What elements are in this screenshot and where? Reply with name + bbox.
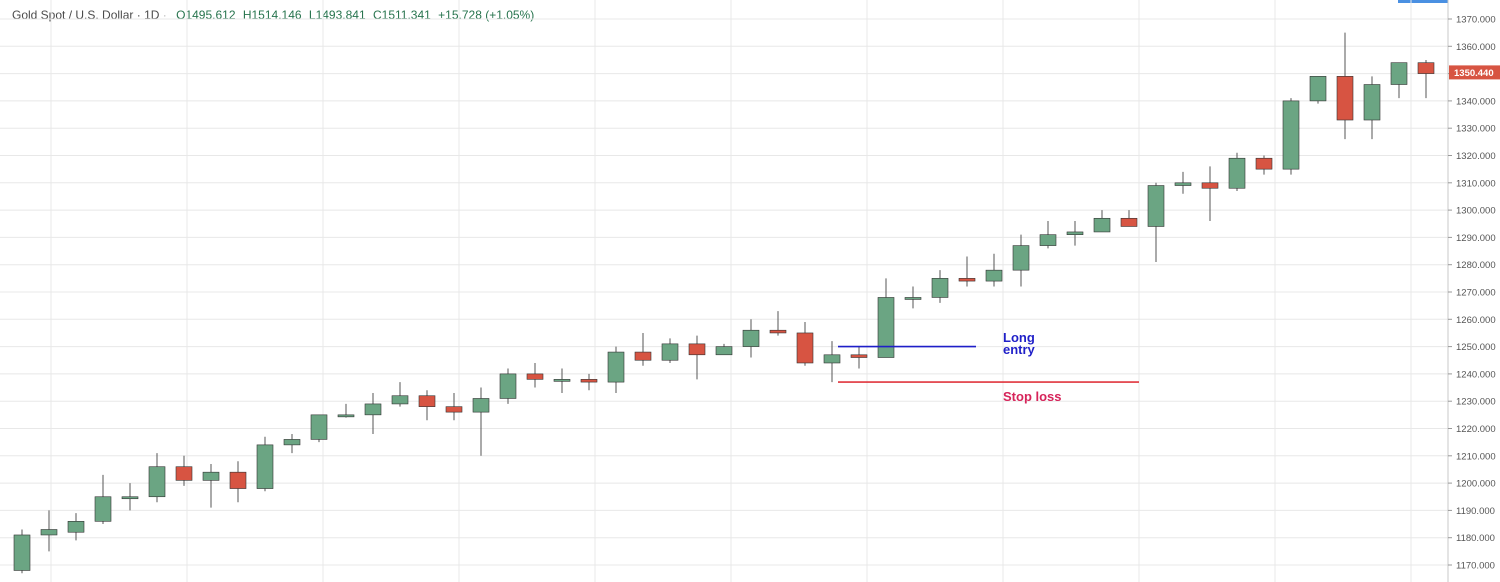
candle-down bbox=[1255, 157, 1273, 170]
candle-down bbox=[418, 395, 436, 407]
candle-up bbox=[1012, 245, 1030, 271]
candle-up bbox=[661, 343, 679, 361]
candle-up bbox=[742, 329, 760, 347]
price-tick-label: 1170.000 bbox=[1456, 561, 1495, 572]
candle-down bbox=[445, 406, 463, 413]
price-tick-label: 1250.000 bbox=[1456, 342, 1496, 353]
candle-down bbox=[1417, 62, 1435, 74]
candles bbox=[13, 32, 1435, 574]
price-tick-label: 1180.000 bbox=[1456, 533, 1495, 544]
header-dot: · bbox=[162, 8, 167, 22]
candle-up bbox=[1390, 62, 1408, 85]
price-tick-label: 1240.000 bbox=[1456, 369, 1496, 380]
header-separator: · bbox=[136, 8, 141, 22]
long-entry-label-line2: entry bbox=[1003, 342, 1036, 357]
candle-up bbox=[1174, 182, 1192, 186]
price-tick-label: 1360.000 bbox=[1456, 42, 1496, 53]
price-tick-label: 1290.000 bbox=[1456, 233, 1496, 244]
price-axis[interactable]: 1170.000 1180.000 1190.000 1200.000 1210.000… bbox=[1447, 0, 1500, 582]
candle-up bbox=[94, 496, 112, 522]
price-tick-label: 1220.000 bbox=[1456, 424, 1496, 435]
candle-down bbox=[1120, 217, 1138, 227]
grid-lines bbox=[0, 0, 1448, 582]
candle-up bbox=[931, 278, 949, 298]
candle-down bbox=[796, 332, 814, 364]
candle-up bbox=[283, 439, 301, 446]
candle-down bbox=[1201, 182, 1219, 189]
candle-up bbox=[1093, 217, 1111, 233]
candle-up bbox=[67, 521, 85, 533]
candle-up bbox=[823, 354, 841, 364]
candle-up bbox=[904, 297, 922, 300]
price-tick-label: 1230.000 bbox=[1456, 397, 1496, 408]
candle-down bbox=[850, 354, 868, 358]
long-entry-label-line1: Long bbox=[1003, 330, 1035, 345]
candle-up bbox=[499, 373, 517, 399]
candle-up bbox=[256, 444, 274, 489]
candle-up bbox=[40, 529, 58, 536]
candle-up bbox=[364, 403, 382, 416]
candle-up bbox=[202, 471, 220, 481]
candle-up bbox=[1147, 185, 1165, 227]
candle-up bbox=[13, 534, 31, 571]
price-tick-label: 1340.000 bbox=[1456, 96, 1496, 107]
candle-up bbox=[877, 297, 895, 358]
candle-down bbox=[1336, 76, 1354, 121]
candle-up bbox=[1228, 157, 1246, 189]
stop-loss-label: Stop loss bbox=[1003, 389, 1062, 404]
candle-up bbox=[391, 395, 409, 405]
price-tick-label: 1210.000 bbox=[1456, 451, 1496, 462]
candle-down bbox=[958, 278, 976, 282]
candle-up bbox=[1039, 234, 1057, 246]
candle-up bbox=[715, 346, 733, 356]
candle-down bbox=[526, 373, 544, 380]
price-tick-label: 1270.000 bbox=[1456, 288, 1496, 299]
candle-up bbox=[337, 414, 355, 418]
candle-up bbox=[310, 414, 328, 440]
candle-down bbox=[229, 471, 247, 489]
last-price-tag[interactable] bbox=[1449, 65, 1500, 80]
candle-up bbox=[1309, 76, 1327, 102]
price-tick-label: 1200.000 bbox=[1456, 479, 1496, 490]
candle-down bbox=[175, 466, 193, 481]
candle-up bbox=[607, 351, 625, 383]
candle-up bbox=[553, 379, 571, 382]
price-tick-label: 1330.000 bbox=[1456, 124, 1496, 135]
candle-down bbox=[634, 351, 652, 361]
price-tick-label: 1370.000 bbox=[1456, 15, 1496, 26]
candle-up bbox=[1363, 84, 1381, 121]
candle-up bbox=[1282, 100, 1300, 170]
candle-up bbox=[121, 496, 139, 500]
candle-up bbox=[148, 466, 166, 498]
candle-down bbox=[688, 343, 706, 356]
price-tick-label: 1320.000 bbox=[1456, 151, 1496, 162]
price-axis-background bbox=[1448, 0, 1500, 582]
candle-down bbox=[769, 329, 787, 334]
top-accent-bar bbox=[1398, 0, 1454, 3]
candle-down bbox=[580, 379, 598, 383]
candle-up bbox=[985, 269, 1003, 282]
price-tick-label: 1190.000 bbox=[1456, 506, 1495, 517]
price-tick-label: 1310.000 bbox=[1456, 178, 1496, 189]
last-price-label: 1350.440 bbox=[1454, 68, 1494, 79]
candle-up bbox=[472, 398, 490, 413]
price-tick-label: 1260.000 bbox=[1456, 315, 1496, 326]
candle-up bbox=[1066, 231, 1084, 235]
price-tick-label: 1300.000 bbox=[1456, 206, 1496, 217]
price-tick-label: 1280.000 bbox=[1456, 260, 1496, 271]
